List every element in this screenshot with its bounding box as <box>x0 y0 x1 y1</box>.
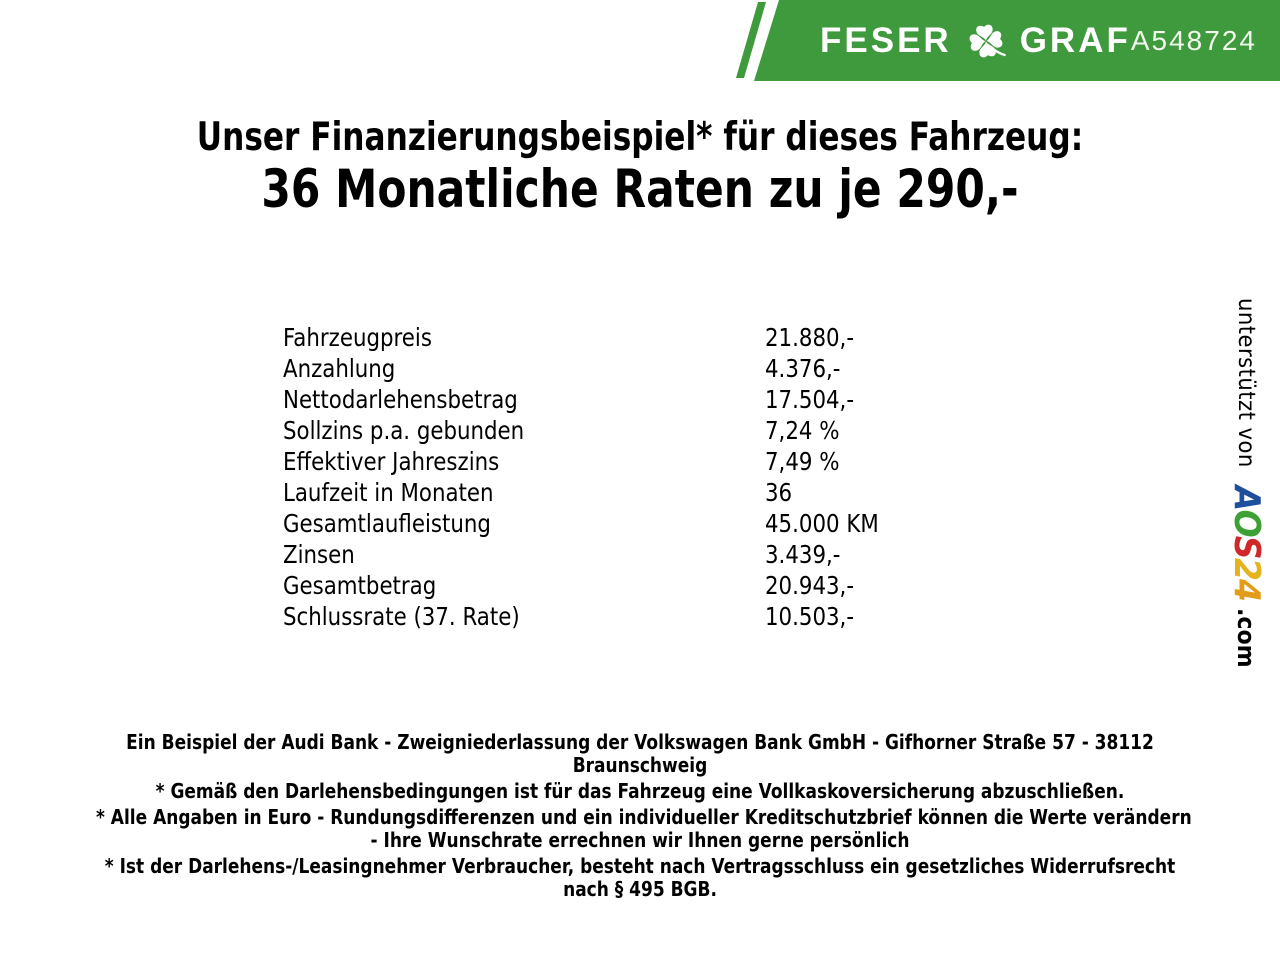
row-label: Anzahlung <box>283 354 396 383</box>
table-row: Effektiver Jahreszins 7,49 % <box>283 446 879 477</box>
banner-stripe <box>736 2 766 78</box>
row-label: Gesamtbetrag <box>283 571 437 600</box>
row-value: 45.000 KM <box>764 509 879 538</box>
disclaimer-paragraph: Ein Beispiel der Audi Bank - Zweignieder… <box>0 731 1280 777</box>
aos24-logo: AOS24 <box>1226 485 1267 600</box>
row-label: Laufzeit in Monaten <box>283 478 494 507</box>
disclaimer-line: * Ist der Darlehens-/Leasingnehmer Verbr… <box>104 854 1176 878</box>
row-value: 36 <box>764 478 793 507</box>
disclaimer-line: nach § 495 BGB. <box>563 877 717 901</box>
logo-letter: 2 <box>1226 557 1267 579</box>
table-row: Gesamtlaufleistung 45.000 KM <box>283 508 879 539</box>
row-label: Gesamtlaufleistung <box>283 509 491 538</box>
table-row: Zinsen 3.439,- <box>283 539 879 570</box>
row-value: 20.943,- <box>764 571 855 600</box>
supported-by-strip: unterstützt von AOS24 .com <box>1226 298 1267 668</box>
row-label: Nettodarlehensbetrag <box>283 385 518 414</box>
vehicle-id: A548724 <box>1130 24 1257 56</box>
logo-letter: O <box>1226 509 1267 536</box>
row-label: Effektiver Jahreszins <box>283 447 500 476</box>
row-value: 4.376,- <box>764 354 841 383</box>
disclaimer-line: * Alle Angaben in Euro - Rundungsdiffere… <box>96 805 1192 829</box>
disclaimer-line: - Ihre Wunschrate errechnen wir Ihnen ge… <box>370 828 910 852</box>
row-value: 7,24 % <box>764 416 840 445</box>
table-row: Schlussrate (37. Rate) 10.503,- <box>283 601 879 632</box>
row-value: 7,49 % <box>764 447 840 476</box>
disclaimer-line: * Gemäß den Darlehensbedingungen ist für… <box>155 779 1125 803</box>
supported-by-text: unterstützt von <box>1233 298 1259 468</box>
brand-name-left: FESER <box>820 21 952 60</box>
row-value: 10.503,- <box>764 602 855 631</box>
row-label: Zinsen <box>283 540 355 569</box>
row-value: 3.439,- <box>764 540 841 569</box>
header-banner <box>736 0 1280 81</box>
table-row: Fahrzeugpreis 21.880,- <box>283 322 879 353</box>
disclaimer-line: Ein Beispiel der Audi Bank - Zweignieder… <box>126 730 1154 754</box>
row-label: Sollzins p.a. gebunden <box>283 416 525 445</box>
disclaimer-block: Ein Beispiel der Audi Bank - Zweignieder… <box>0 731 1280 904</box>
row-value: 21.880,- <box>764 323 855 352</box>
row-label: Fahrzeugpreis <box>283 323 432 352</box>
logo-letter: S <box>1226 535 1267 558</box>
row-value: 17.504,- <box>764 385 855 414</box>
dealer-logo: FESER GRAF <box>820 19 1131 63</box>
table-row: Gesamtbetrag 20.943,- <box>283 570 879 601</box>
disclaimer-paragraph: * Alle Angaben in Euro - Rundungsdiffere… <box>0 806 1280 852</box>
disclaimer-paragraph: * Ist der Darlehens-/Leasingnehmer Verbr… <box>0 855 1280 901</box>
brand-name-right: GRAF <box>1019 21 1131 60</box>
title-line-2: 36 Monatliche Raten zu je 290,- <box>261 159 1019 220</box>
table-row: Nettodarlehensbetrag 17.504,- <box>283 384 879 415</box>
row-label: Schlussrate (37. Rate) <box>283 602 520 631</box>
banner-content: FESER GRAF A548724 <box>820 0 1255 81</box>
financing-table: Fahrzeugpreis 21.880,- Anzahlung 4.376,-… <box>283 322 879 632</box>
banner-shape <box>754 0 1280 81</box>
disclaimer-line: Braunschweig <box>572 753 708 777</box>
logo-letter: 4 <box>1226 578 1267 600</box>
logo-domain-suffix: .com <box>1232 608 1260 668</box>
page-title: Unser Finanzierungsbeispiel* für dieses … <box>0 114 1280 219</box>
logo-letter: A <box>1226 485 1267 510</box>
disclaimer-paragraph: * Gemäß den Darlehensbedingungen ist für… <box>0 780 1280 803</box>
title-line-1: Unser Finanzierungsbeispiel* für dieses … <box>196 115 1084 160</box>
table-row: Sollzins p.a. gebunden 7,24 % <box>283 415 879 446</box>
clover-icon <box>969 24 1006 57</box>
table-row: Laufzeit in Monaten 36 <box>283 477 879 508</box>
table-row: Anzahlung 4.376,- <box>283 353 879 384</box>
